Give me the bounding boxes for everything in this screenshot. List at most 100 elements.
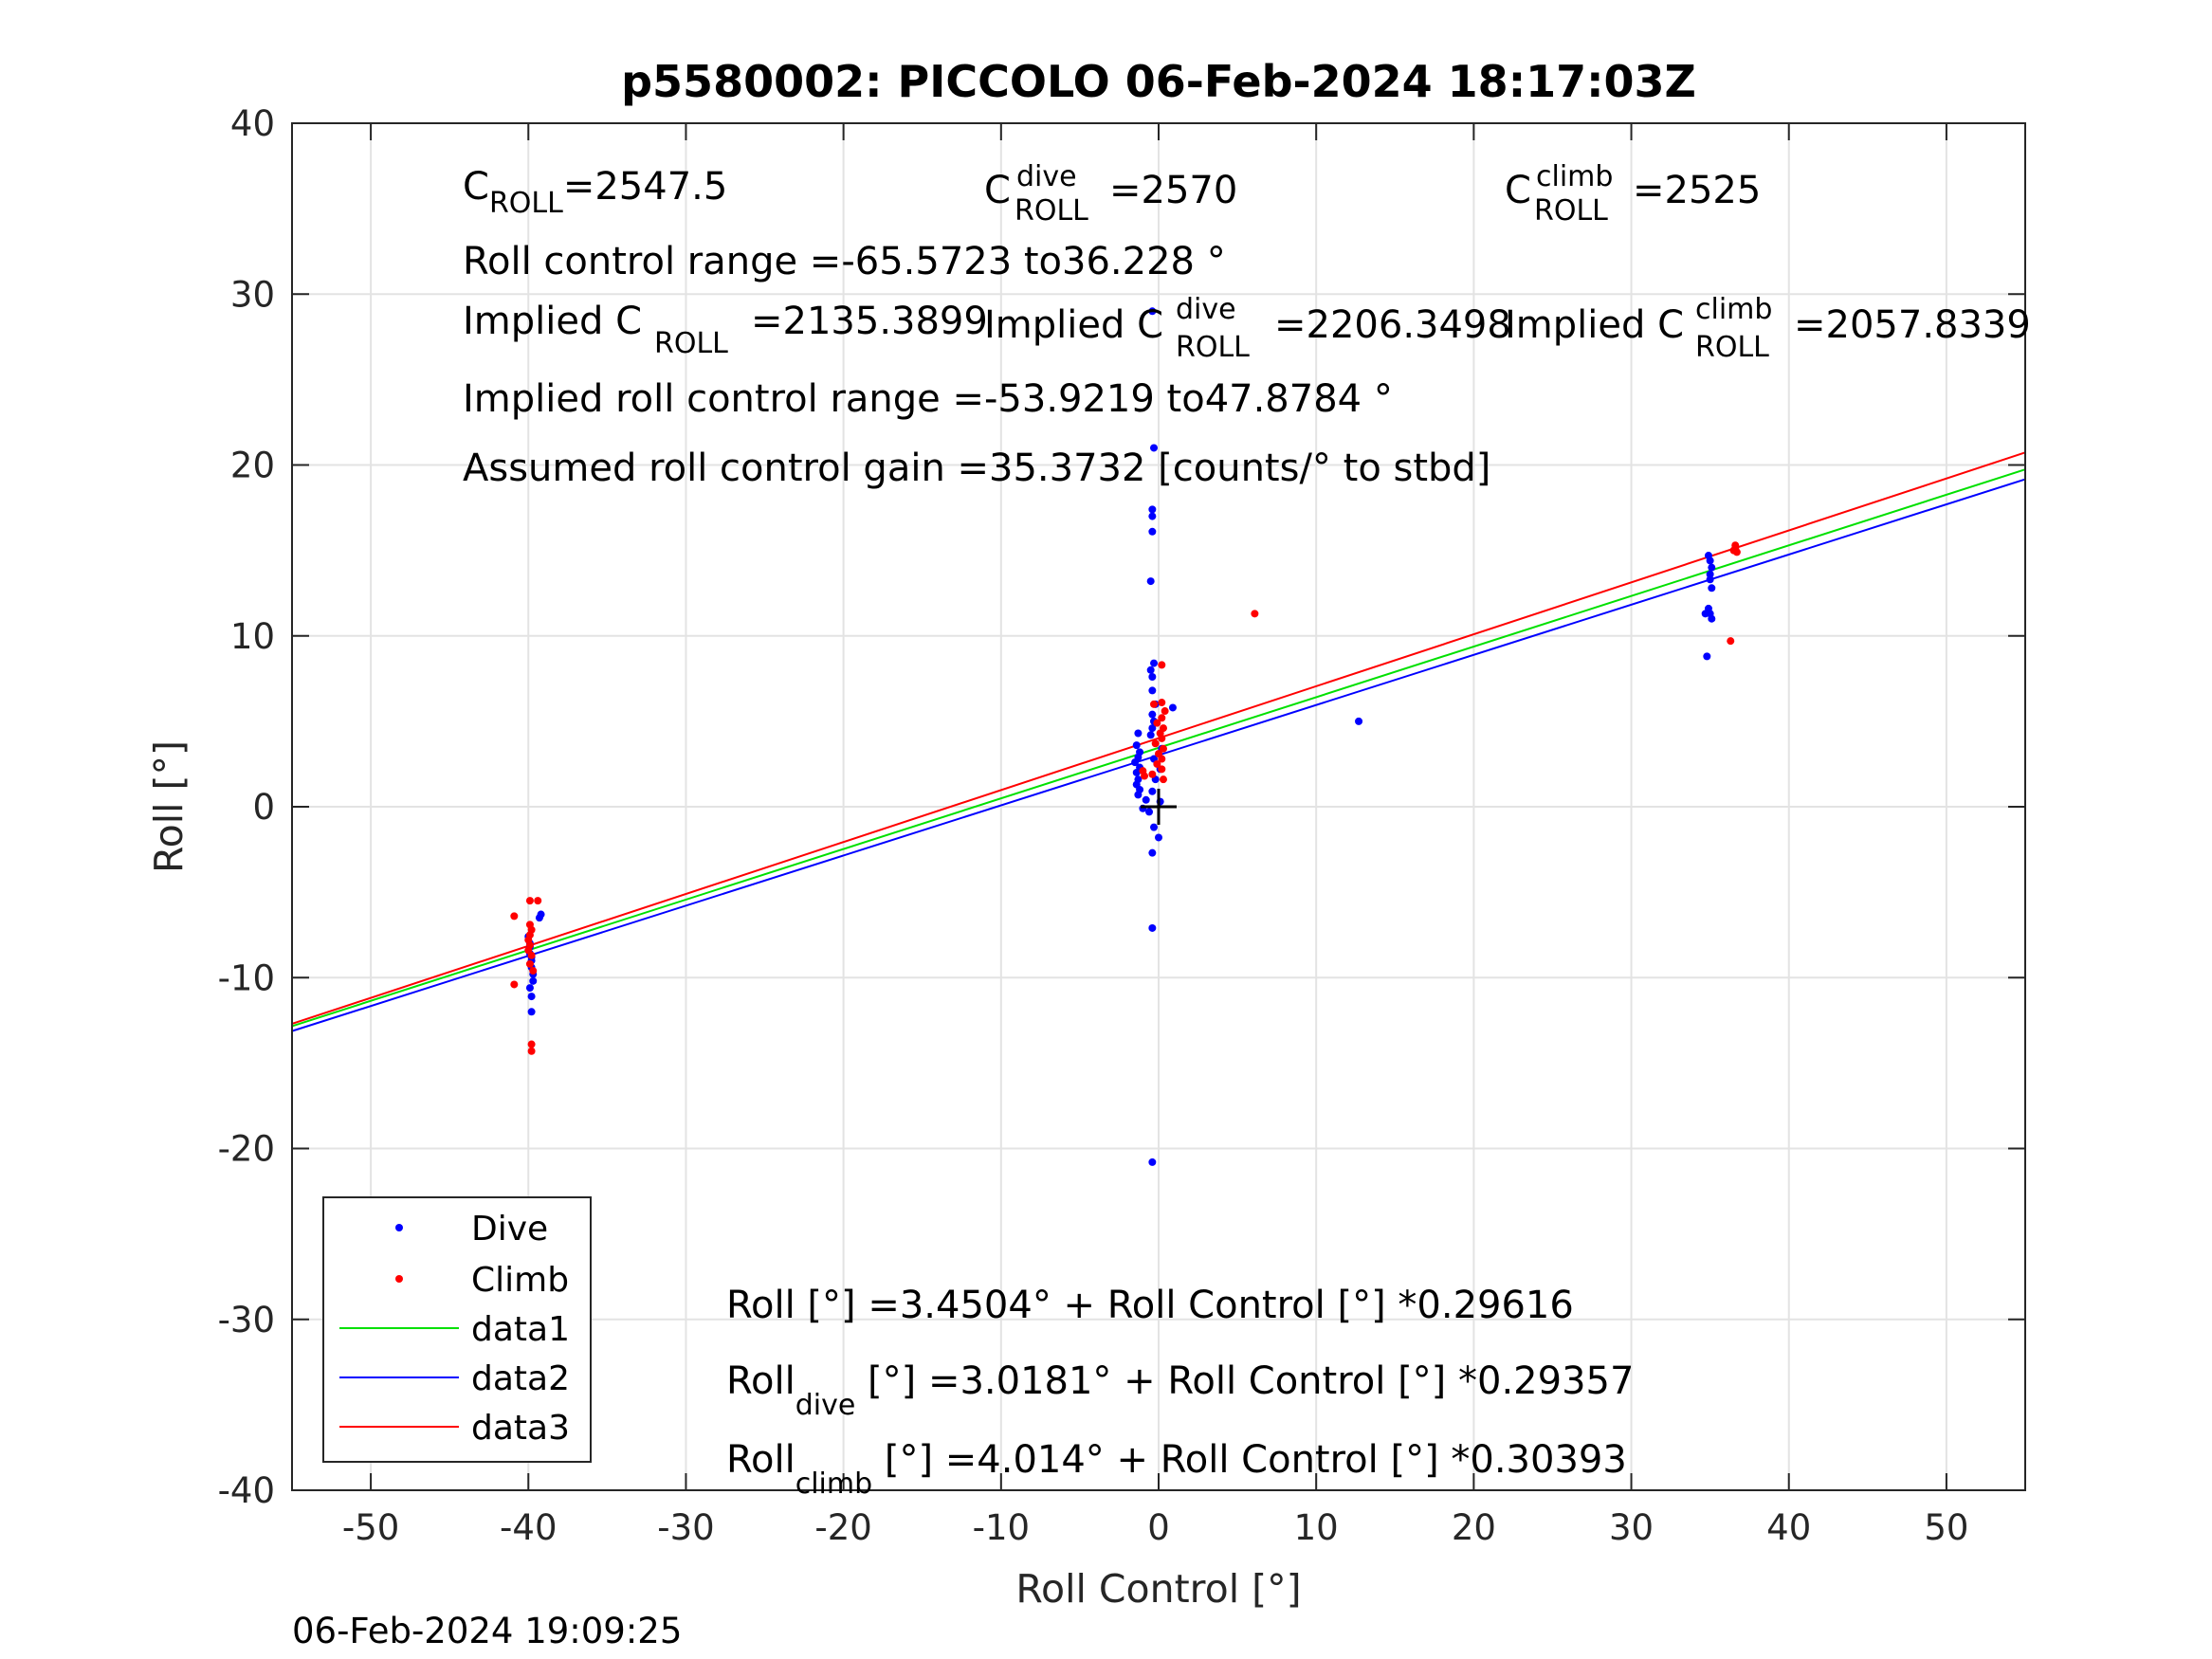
y-axis-label: Roll [°]	[146, 740, 192, 873]
x-tick-label: 10	[1294, 1507, 1339, 1548]
dive-point	[1132, 768, 1141, 776]
fit-dive-equation: Rolldive [°] =3.0181° + Roll Control [°]…	[726, 1359, 1634, 1422]
y-tick-label: 10	[230, 616, 275, 657]
dive-point	[1148, 787, 1157, 795]
implied-c-roll-dive-annotation: Implied C dive ROLL =2206.3498	[984, 284, 1511, 366]
dive-point	[1706, 575, 1714, 584]
x-tick-label: -40	[500, 1507, 557, 1548]
axes-box	[291, 122, 2026, 1491]
legend-data3-label: data3	[471, 1409, 570, 1448]
climb-point	[527, 1047, 536, 1055]
c-roll-climb-annotation: C climb ROLL =2525	[1505, 152, 1761, 229]
dive-point	[1131, 758, 1140, 767]
dive-point	[1145, 808, 1154, 816]
dive-point	[1132, 741, 1141, 750]
y-tick-label: 30	[230, 274, 275, 315]
climb-point	[1153, 719, 1161, 727]
dive-point	[527, 993, 536, 1001]
legend-data2-label: data2	[471, 1359, 570, 1398]
implied-c-roll-annotation: Implied C ROLL =2135.3899	[463, 300, 988, 362]
dive-point	[1148, 307, 1157, 316]
climb-point	[1158, 755, 1166, 763]
y-tick-label: 20	[230, 446, 275, 486]
climb-point	[1729, 546, 1738, 555]
x-tick-label: 20	[1452, 1507, 1496, 1548]
dive-point	[1148, 923, 1157, 932]
climb-point	[525, 959, 534, 968]
climb-point	[1159, 775, 1167, 784]
dive-point	[529, 976, 538, 985]
y-tick-label: -40	[218, 1470, 275, 1511]
dive-point	[1150, 444, 1159, 452]
climb-point	[510, 912, 519, 921]
dive-point	[1148, 848, 1157, 857]
generated-timestamp: 06-Feb-2024 19:09:25	[292, 1611, 682, 1651]
legend-climb-marker	[395, 1275, 403, 1283]
x-tick-label: 30	[1609, 1507, 1654, 1548]
dive-point	[1148, 512, 1157, 520]
climb-point	[1151, 739, 1160, 748]
dive-point	[1703, 652, 1711, 661]
dive-point	[1148, 724, 1157, 733]
climb-point	[529, 967, 538, 975]
chart-title: p5580002: PICCOLO 06-Feb-2024 18:17:03Z	[621, 56, 1696, 107]
climb-point	[1158, 699, 1166, 707]
x-tick-label: -10	[973, 1507, 1030, 1548]
y-tick-label: 40	[230, 103, 275, 144]
climb-point	[510, 980, 519, 989]
climb-point	[1153, 759, 1161, 768]
climb-point	[1150, 700, 1159, 708]
c-roll-dive-annotation: C dive ROLL =2570	[984, 152, 1237, 229]
climb-point	[527, 951, 536, 959]
dive-point	[1155, 833, 1162, 842]
y-tick-label: -20	[218, 1129, 275, 1170]
implied-c-roll-climb-annotation: Implied C climb ROLL =2057.8339	[1505, 284, 2031, 366]
c-roll-annotation: CROLL=2547.5	[463, 165, 727, 220]
dive-point	[525, 984, 534, 993]
legend-data1-label: data1	[471, 1310, 570, 1349]
climb-point	[525, 897, 534, 905]
dive-point	[1134, 791, 1143, 799]
x-axis-label: Roll Control [°]	[1015, 1566, 1301, 1612]
data-points	[510, 307, 1741, 1166]
climb-point	[1158, 765, 1166, 774]
legend-dive-marker	[395, 1224, 403, 1231]
x-tick-label: -30	[657, 1507, 714, 1548]
dive-point	[1148, 686, 1157, 695]
dive-point	[1706, 556, 1714, 565]
assumed-roll-gain-annotation: Assumed roll control gain =35.3732 [coun…	[463, 447, 1490, 490]
x-tick-label: -50	[342, 1507, 399, 1548]
dive-point	[1142, 795, 1150, 804]
x-tick-label: 40	[1766, 1507, 1811, 1548]
dive-point	[1168, 703, 1177, 712]
climb-point	[1251, 610, 1259, 618]
axis-ticks: -50 -40 -30 -20 -10 0 10 20 30 40 50 40 30 20 10 0 -10 -2…	[218, 103, 2025, 1548]
y-tick-label: -30	[218, 1300, 275, 1340]
dive-point	[1150, 823, 1159, 831]
dive-point	[1134, 729, 1143, 738]
implied-roll-control-range-annotation: Implied roll control range =-53.9219 to4…	[463, 377, 1393, 421]
climb-point	[1158, 734, 1166, 742]
y-tick-label: 0	[252, 787, 275, 828]
dive-point	[527, 1008, 536, 1016]
fit-all-equation: Roll [°] =3.4504° + Roll Control [°] *0.…	[726, 1284, 1574, 1327]
climb-point	[1727, 637, 1735, 646]
legend: Dive Climb data1 data2 data3	[322, 1196, 592, 1463]
dive-point	[1148, 673, 1157, 682]
climb-point	[1158, 661, 1166, 669]
dive-point	[1146, 731, 1155, 739]
dive-point	[1701, 610, 1709, 618]
dive-point	[535, 914, 543, 922]
dive-point	[1146, 577, 1155, 586]
climb-point	[1159, 744, 1167, 753]
climb-point	[1139, 767, 1147, 775]
climb-point	[1161, 707, 1169, 716]
dive-point	[1708, 584, 1716, 592]
dive-point	[1148, 1158, 1157, 1166]
dive-point	[1708, 614, 1716, 623]
dive-point	[1708, 563, 1716, 572]
y-tick-label: -10	[218, 957, 275, 998]
x-tick-label: 50	[1924, 1507, 1968, 1548]
origin-marker	[1141, 789, 1177, 825]
